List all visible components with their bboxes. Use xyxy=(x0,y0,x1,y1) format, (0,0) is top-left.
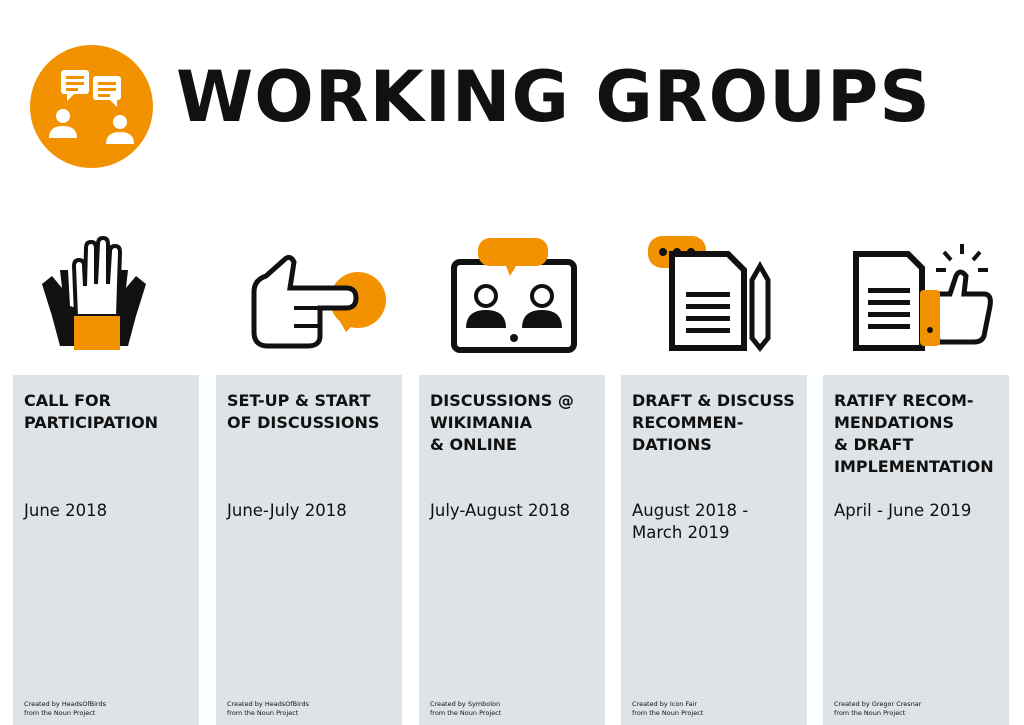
icon-credit: Created by Gregor Cresnar from the Noun … xyxy=(834,700,922,717)
stage-column-ratify: RATIFY RECOM- MENDATIONS & DRAFT IMPLEME… xyxy=(823,375,1009,725)
stage-title: DISCUSSIONS @ WIKIMANIA & ONLINE xyxy=(430,391,574,454)
stage-date: June-July 2018 xyxy=(227,501,347,520)
stage-date: April - June 2019 xyxy=(834,501,972,520)
icon-credit: Created by Symbolon from the Noun Projec… xyxy=(430,700,502,717)
stage-title: DRAFT & DISCUSS RECOMMEN- DATIONS xyxy=(632,391,795,454)
stage-title: CALL FOR PARTICIPATION xyxy=(24,391,159,432)
icon-credit: Created by HeadsOfBirds from the Noun Pr… xyxy=(227,700,309,717)
raised-hands-icon xyxy=(42,236,146,350)
stage-title: SET-UP & START OF DISCUSSIONS xyxy=(227,391,380,432)
logo xyxy=(30,45,153,168)
document-pencil-icon xyxy=(648,236,771,353)
stage-date: June 2018 xyxy=(24,501,108,520)
icon-credit: Created by HeadsOfBirds from the Noun Pr… xyxy=(24,700,106,717)
stage-column-setup: SET-UP & START OF DISCUSSIONS June-July … xyxy=(216,375,402,725)
stage-column-participation: CALL FOR PARTICIPATION June 2018 Created… xyxy=(13,375,199,725)
discussion-group-icon xyxy=(49,70,134,144)
stage-date: July-August 2018 xyxy=(430,501,570,520)
icon-credit: Created by Icon Fair from the Noun Proje… xyxy=(632,700,704,717)
pointing-hand-speech-icon xyxy=(251,254,386,349)
stage-title: RATIFY RECOM- MENDATIONS & DRAFT IMPLEME… xyxy=(834,391,994,476)
video-chat-icon xyxy=(451,238,577,353)
page-title: WORKING GROUPS xyxy=(176,56,931,138)
document-thumbs-up-icon xyxy=(853,244,993,351)
stage-date: August 2018 - March 2019 xyxy=(632,501,749,542)
stage-column-discussions: DISCUSSIONS @ WIKIMANIA & ONLINE July-Au… xyxy=(419,375,605,725)
stage-column-draft: DRAFT & DISCUSS RECOMMEN- DATIONS August… xyxy=(621,375,807,725)
